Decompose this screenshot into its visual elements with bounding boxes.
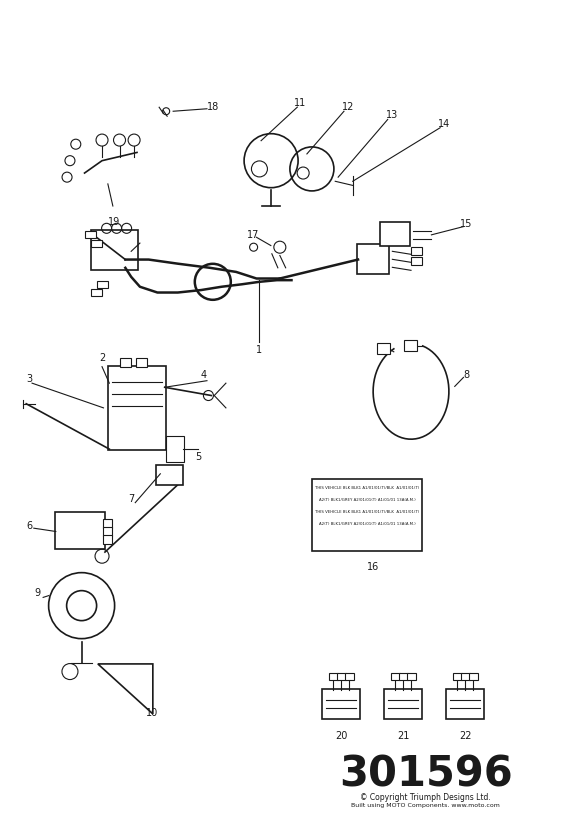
Text: THIS VEHICLE BLK BLK1 A1/01/01(T)/BLK  A1/01/01(T): THIS VEHICLE BLK BLK1 A1/01/01(T)/BLK A1…	[315, 510, 420, 514]
FancyBboxPatch shape	[404, 340, 417, 352]
FancyBboxPatch shape	[399, 673, 408, 681]
Text: 15: 15	[460, 219, 473, 229]
Text: 9: 9	[35, 588, 41, 598]
Text: 1: 1	[257, 345, 262, 355]
FancyBboxPatch shape	[357, 244, 389, 274]
Text: 14: 14	[438, 119, 451, 129]
Text: THIS VEHICLE BLK BLK1 A1/01/01(T)/BLK  A1/01/01(T): THIS VEHICLE BLK BLK1 A1/01/01(T)/BLK A1…	[315, 486, 420, 490]
FancyBboxPatch shape	[381, 222, 410, 246]
FancyBboxPatch shape	[103, 527, 113, 536]
FancyBboxPatch shape	[329, 673, 338, 681]
FancyBboxPatch shape	[91, 289, 101, 296]
FancyBboxPatch shape	[453, 673, 462, 681]
FancyBboxPatch shape	[156, 465, 184, 485]
FancyBboxPatch shape	[345, 673, 353, 681]
FancyBboxPatch shape	[97, 281, 107, 288]
FancyBboxPatch shape	[391, 673, 400, 681]
FancyBboxPatch shape	[135, 358, 146, 368]
Text: 3: 3	[26, 374, 32, 384]
FancyBboxPatch shape	[85, 232, 96, 238]
FancyBboxPatch shape	[461, 673, 470, 681]
Text: 5: 5	[195, 452, 201, 462]
Text: 2: 2	[99, 353, 105, 363]
FancyBboxPatch shape	[322, 689, 360, 719]
Text: © Copyright Triumph Designs Ltd.: © Copyright Triumph Designs Ltd.	[360, 794, 491, 802]
Text: 301596: 301596	[339, 754, 512, 795]
FancyBboxPatch shape	[377, 344, 390, 354]
FancyBboxPatch shape	[103, 535, 113, 544]
FancyBboxPatch shape	[407, 673, 416, 681]
FancyBboxPatch shape	[384, 689, 423, 719]
Text: 18: 18	[206, 102, 219, 112]
Text: A2(T) BLK1/GREY A2/01/01(T) A1/01/01 13A(A.M.): A2(T) BLK1/GREY A2/01/01(T) A1/01/01 13A…	[319, 522, 416, 527]
FancyBboxPatch shape	[166, 436, 184, 462]
Text: 10: 10	[145, 708, 158, 718]
FancyBboxPatch shape	[446, 689, 484, 719]
Text: 4: 4	[201, 370, 207, 380]
Text: Built using MOTO Components. www.moto.com: Built using MOTO Components. www.moto.co…	[351, 803, 500, 808]
Text: 17: 17	[247, 230, 260, 240]
FancyBboxPatch shape	[103, 519, 113, 528]
Text: 11: 11	[294, 98, 307, 108]
Text: 8: 8	[463, 370, 469, 380]
Text: 7: 7	[128, 494, 134, 504]
Text: 16: 16	[367, 561, 380, 572]
FancyBboxPatch shape	[90, 231, 138, 270]
FancyBboxPatch shape	[91, 240, 101, 246]
Text: 12: 12	[342, 102, 355, 112]
Text: 21: 21	[397, 731, 410, 741]
Text: 19: 19	[107, 218, 120, 227]
Text: 13: 13	[385, 110, 398, 120]
Text: 22: 22	[459, 731, 472, 741]
FancyBboxPatch shape	[108, 366, 166, 450]
FancyBboxPatch shape	[410, 246, 422, 255]
FancyBboxPatch shape	[55, 513, 105, 550]
Text: 6: 6	[26, 521, 32, 531]
Text: 20: 20	[335, 731, 347, 741]
FancyBboxPatch shape	[410, 257, 422, 265]
FancyBboxPatch shape	[312, 479, 422, 551]
FancyBboxPatch shape	[336, 673, 346, 681]
Text: A2(T) BLK1/GREY A2/01/01(T) A1/01/01 13A(A.M.): A2(T) BLK1/GREY A2/01/01(T) A1/01/01 13A…	[319, 499, 416, 502]
FancyBboxPatch shape	[469, 673, 477, 681]
FancyBboxPatch shape	[120, 358, 131, 368]
